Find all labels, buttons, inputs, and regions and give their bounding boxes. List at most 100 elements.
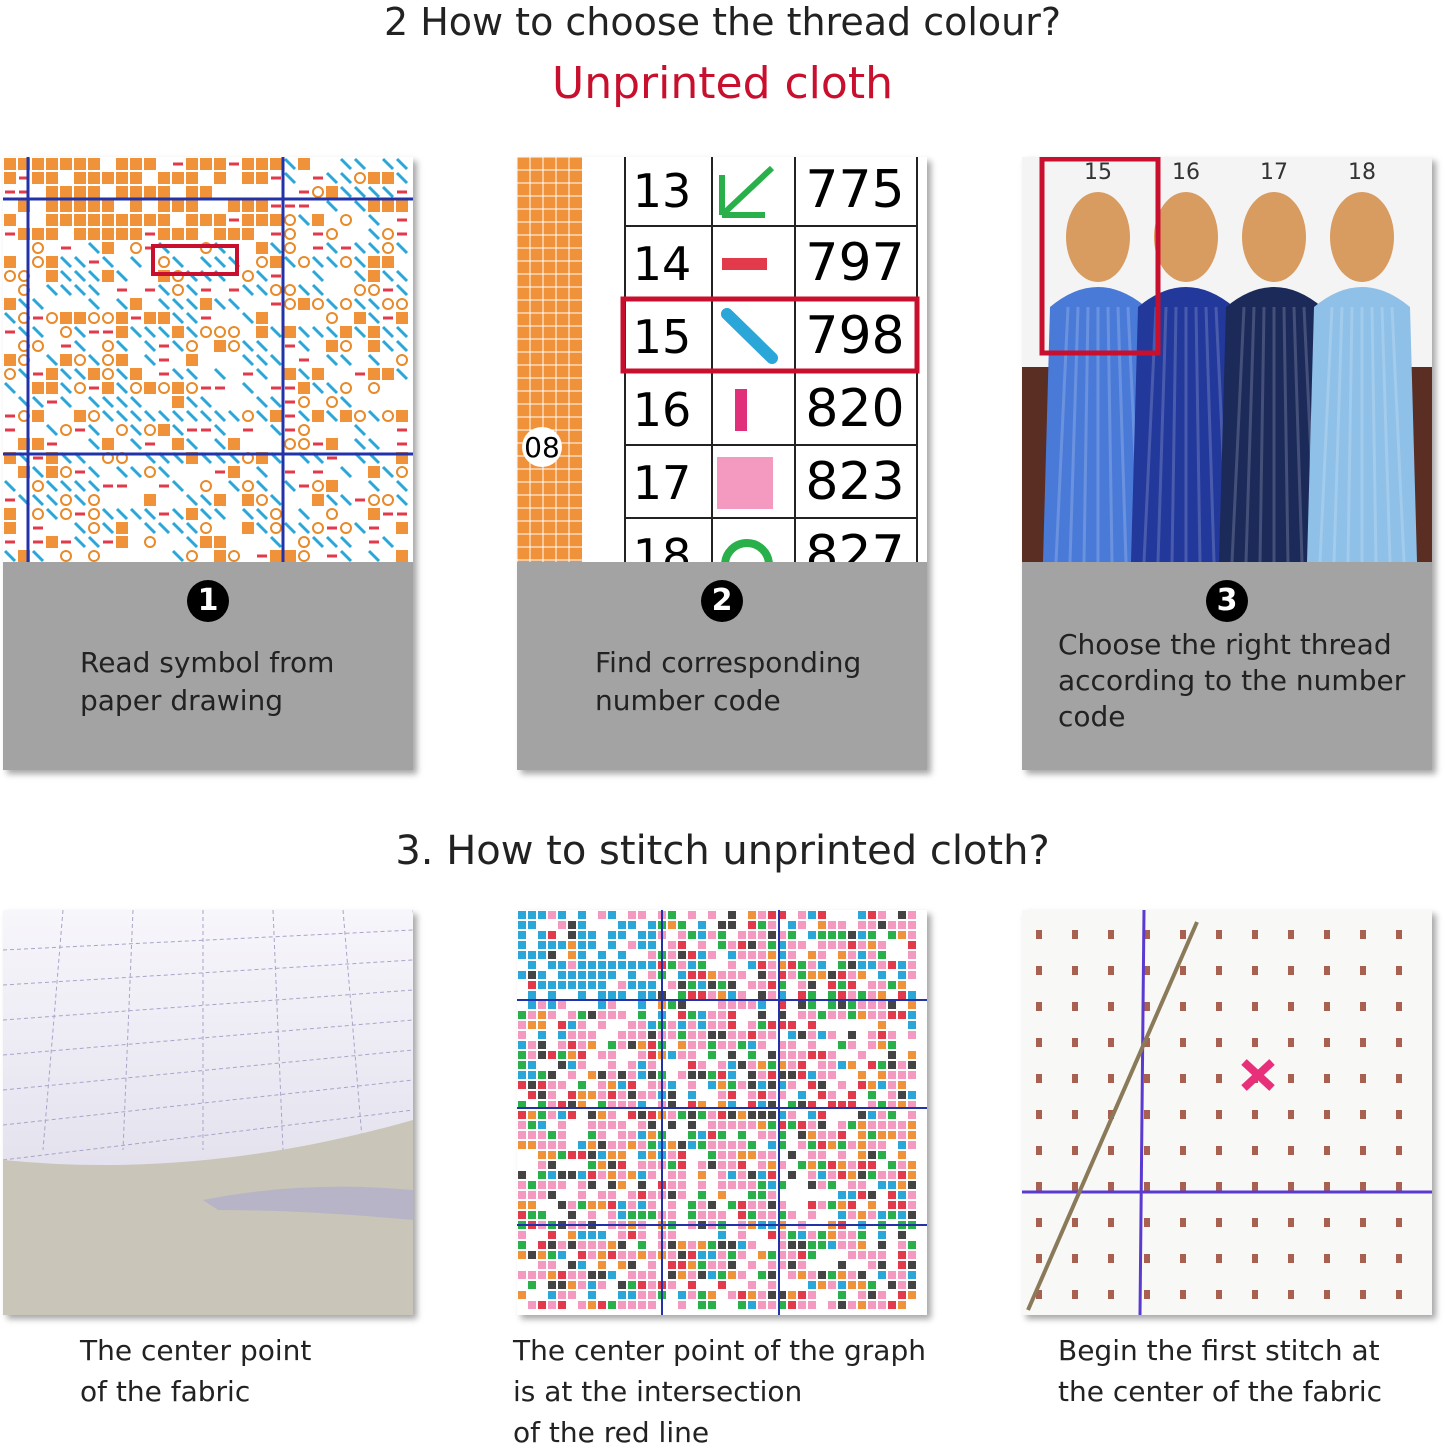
cell: [718, 1081, 726, 1089]
cell: [628, 1291, 636, 1299]
cell: [718, 1281, 726, 1289]
cell: [3, 311, 17, 325]
cell: [848, 991, 856, 999]
hole: [1252, 966, 1258, 975]
cell: [608, 1161, 616, 1169]
cell: [242, 480, 254, 492]
cell: [688, 1031, 696, 1039]
cell: [738, 1241, 746, 1249]
cell: [878, 1231, 886, 1239]
cell: [778, 1211, 786, 1219]
cell: [60, 550, 72, 562]
cell: [838, 931, 846, 939]
cell: [538, 1141, 546, 1149]
cell: [908, 921, 916, 929]
cell: [738, 1211, 746, 1219]
cell: [186, 186, 198, 198]
cell: [381, 185, 395, 199]
cell: [102, 312, 114, 324]
fabric-line: [3, 1079, 413, 1126]
cell: [748, 941, 756, 949]
cell: [4, 214, 16, 226]
cell: [638, 1141, 646, 1149]
cell: [326, 340, 338, 352]
cell: [838, 1151, 846, 1159]
step-text: Choose the right thread according to the …: [1058, 627, 1405, 735]
cell: [528, 1121, 536, 1129]
cell: [648, 1021, 656, 1029]
cell: [568, 951, 576, 959]
cell: [618, 1241, 626, 1249]
cell: [325, 353, 339, 367]
cell: [568, 1171, 576, 1179]
cell: [788, 1021, 796, 1029]
cell: [628, 1061, 636, 1069]
cell: [270, 410, 282, 422]
cell: [728, 1061, 736, 1069]
hole: [1144, 1182, 1150, 1191]
cell: [548, 911, 556, 919]
cell: [284, 242, 296, 254]
cell: [518, 1081, 526, 1089]
cell: [708, 971, 716, 979]
cell: [326, 228, 338, 240]
cell: [868, 1161, 876, 1169]
cell: [768, 1071, 776, 1079]
cell: [708, 1021, 716, 1029]
cell: [668, 1091, 676, 1099]
cell: [598, 1051, 606, 1059]
cell: [788, 1171, 796, 1179]
cell: [648, 1201, 656, 1209]
cell: [31, 493, 45, 507]
strand: [1170, 306, 1178, 562]
cell: [848, 1101, 856, 1109]
cell: [395, 493, 409, 507]
cell: [908, 1191, 916, 1199]
graph-photo: [517, 910, 927, 1315]
bg: [1022, 910, 1432, 1315]
cell: [788, 941, 796, 949]
cell: [618, 931, 626, 939]
cell: [578, 951, 586, 959]
cell: [808, 991, 816, 999]
cell: [558, 981, 566, 989]
cell: [518, 1241, 526, 1249]
cell: [868, 1281, 876, 1289]
cell: [818, 1081, 826, 1089]
cell: [538, 1041, 546, 1049]
cell: [158, 200, 170, 212]
cell: [588, 1271, 596, 1279]
cell: [598, 1161, 606, 1169]
cell: [32, 508, 44, 520]
hole: [1360, 1290, 1366, 1299]
cell: [528, 1191, 536, 1199]
cell: [828, 1101, 836, 1109]
cell: [728, 1271, 736, 1279]
cell: [158, 382, 170, 394]
hole: [1072, 966, 1078, 975]
hole: [1180, 1002, 1186, 1011]
cell: [908, 1171, 916, 1179]
cell: [548, 1251, 556, 1259]
cell: [518, 951, 526, 959]
cell: [788, 1301, 796, 1309]
cell: [758, 1081, 766, 1089]
hole: [1324, 1038, 1330, 1047]
cell: [538, 1161, 546, 1169]
cell: [325, 325, 339, 339]
cell: [848, 1251, 856, 1259]
cell: [598, 1271, 606, 1279]
step-panel: 08 13 775 14 797 15 798 16 820 17 823 18 827 2 Find …: [517, 157, 927, 770]
hole: [1216, 1002, 1222, 1011]
cell: [908, 1211, 916, 1219]
cell: [758, 1061, 766, 1069]
cell: [628, 1251, 636, 1259]
cell: [668, 951, 676, 959]
cell: [688, 1051, 696, 1059]
cell: [668, 911, 676, 919]
cell: [908, 1091, 916, 1099]
hole: [1108, 1002, 1114, 1011]
cell: [382, 256, 394, 268]
cell: [74, 382, 86, 394]
cell: [101, 521, 115, 535]
